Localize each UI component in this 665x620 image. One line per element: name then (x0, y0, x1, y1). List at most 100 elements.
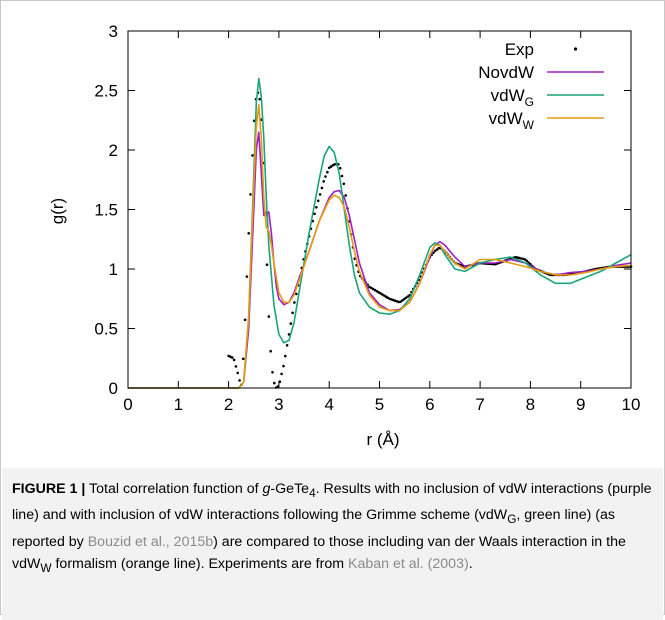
series-exp-point (289, 322, 293, 325)
caption-text: ) are compared to those including van de… (12, 533, 626, 573)
axes (127, 30, 632, 389)
chart: 0 1 2 3 4 5 6 7 8 9 10 0 0.5 1 1.5 2 2.5 3 r (Å) g(r) Exp… (48, 22, 640, 449)
legend-sample-exp (573, 47, 578, 51)
series-exp-point (402, 297, 406, 301)
legend-label-exp: Exp (505, 40, 534, 59)
legend-label-main: vdW (491, 86, 525, 105)
series-exp-point (231, 356, 234, 359)
legend-label-main: vdW (489, 109, 523, 128)
series-exp-point (245, 275, 249, 278)
legend-label-subscript: W (523, 118, 535, 132)
series-exp-point (280, 372, 283, 376)
series-exp-point (267, 315, 271, 318)
caption-italic-g: g (262, 481, 271, 497)
series-exp-point (293, 301, 296, 304)
series-exp-point (236, 371, 239, 375)
series-exp-point (234, 365, 238, 368)
ticks: 0 1 2 3 4 5 6 7 8 9 10 0 0.5 1 1.5 2 2.5 3 (94, 22, 640, 414)
series-exp-point (399, 300, 402, 304)
x-tick-label: 1 (174, 395, 183, 414)
series-exp-point (232, 358, 236, 362)
series-exp-point (527, 261, 530, 264)
y-tick-label: 1.5 (94, 201, 118, 220)
x-tick-label: 0 (123, 395, 132, 414)
series-exp-point (329, 165, 333, 168)
y-tick-label: 0 (109, 379, 118, 398)
x-tick-label: 7 (475, 395, 484, 414)
x-tick-label: 6 (425, 395, 434, 414)
series-exp (227, 91, 633, 389)
series-exp-point (273, 381, 276, 385)
series-exp-point (380, 293, 384, 296)
series-exp-point (316, 199, 320, 203)
caption-text: . (468, 556, 473, 573)
x-tick-label: 3 (274, 395, 283, 414)
series-exp-point (284, 354, 287, 358)
y-tick-label: 3 (109, 22, 118, 41)
x-tick-label: 4 (324, 395, 333, 414)
x-tick-label: 2 (224, 395, 233, 414)
series-exp-point (258, 97, 262, 101)
caption-sub: W (40, 560, 52, 575)
series-exp-point (249, 193, 252, 196)
series-exp-point (269, 349, 273, 353)
series-exp-point (265, 263, 269, 267)
legend-label-main: NovdW (478, 63, 534, 82)
series-novdw-line (128, 131, 632, 389)
series-exp-point (285, 344, 289, 347)
caption-text: Total correlation function of (85, 481, 263, 497)
series-exp-point (320, 186, 324, 190)
series-exp-point (324, 175, 327, 178)
caption-reference-link[interactable]: Bouzid et al., 2015b (87, 533, 214, 550)
series-exp-point (432, 251, 435, 255)
plot-border (127, 30, 632, 389)
legend-label-novdw: NovdW (478, 63, 534, 82)
legend-label-vdwg: vdWG (491, 86, 534, 109)
x-tick-label: 9 (576, 395, 585, 414)
y-tick-label: 2 (109, 141, 118, 160)
series-exp-point (386, 296, 390, 300)
series-exp-point (247, 232, 250, 235)
legend-label-vdww: vdWW (489, 109, 535, 132)
series-exp-point (295, 292, 298, 296)
y-tick-label: 1 (109, 260, 118, 279)
series-exp-point (241, 357, 245, 361)
series-vdww-line (128, 104, 632, 389)
series-exp-point (525, 259, 528, 263)
caption-text: formalism (orange line). Experiments are… (51, 556, 349, 573)
series-exp-point (318, 193, 322, 196)
y-tick-label: 2.5 (94, 82, 118, 101)
plot-lines (128, 77, 633, 389)
series-exp-point (338, 166, 342, 170)
series-exp-point (401, 299, 404, 302)
series-exp-point (344, 194, 348, 197)
series-exp-point (315, 206, 318, 209)
caption-sub: 4 (309, 485, 316, 500)
series-exp-point (291, 311, 294, 315)
caption-text: , green line) (as reported by (12, 507, 615, 550)
series-exp-point (340, 174, 344, 178)
series-exp-point (437, 246, 441, 250)
figure-caption: FIGURE 1 | Total correlation function of… (2, 468, 663, 620)
caption-reference-link[interactable]: Kaban et al. (2003) (348, 556, 469, 573)
series-exp-point (238, 379, 241, 382)
series-exp-point (523, 258, 527, 261)
y-axis-label: g(r) (48, 198, 67, 224)
series-exp-point (434, 249, 437, 253)
legend-label-main: Exp (505, 40, 534, 59)
series-exp-point (243, 318, 247, 322)
series-exp-point (404, 296, 408, 300)
series-exp-point (435, 248, 439, 251)
series-exp-point (282, 364, 285, 368)
series-exp-point (251, 154, 254, 157)
series-exp-point (271, 371, 274, 374)
x-tick-label: 8 (526, 395, 535, 414)
series-exp-point (313, 212, 316, 216)
series-exp-point (406, 295, 410, 298)
caption-text: -GeTe (270, 481, 310, 497)
series-exp-point (373, 288, 377, 292)
caption-label: FIGURE 1 | (12, 481, 86, 497)
caption-text: . Results with no inclusion of vdW inter… (12, 481, 652, 524)
